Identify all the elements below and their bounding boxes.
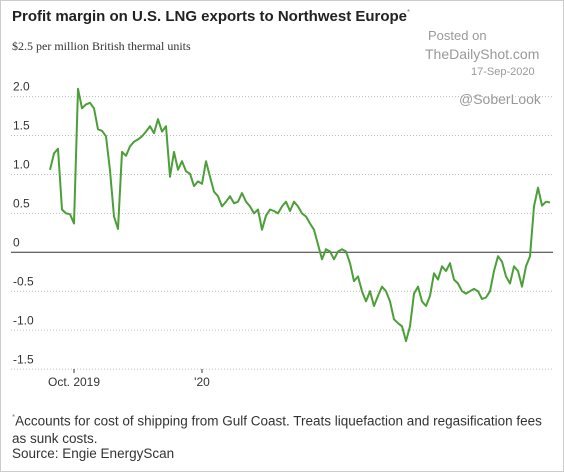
footnote: Accounts for cost of shipping from Gulf …	[12, 413, 542, 446]
footnote-marker: *	[12, 413, 16, 422]
watermark: @SoberLook	[459, 91, 541, 107]
watermark: TheDailyShot.com	[425, 46, 540, 62]
chart-title: Profit margin on U.S. LNG exports to Nor…	[12, 8, 408, 25]
subtitle: $2.5 per million British thermal units	[12, 39, 191, 53]
y-tick-label: 2.0	[13, 80, 30, 94]
source: Source: Engie EnergyScan	[12, 446, 175, 461]
y-tick-label: 0.5	[13, 197, 30, 211]
title-block: Profit margin on U.S. LNG exports to Nor…	[12, 8, 410, 25]
y-tick-label: -1.5	[13, 352, 34, 366]
footnote-block: *Accounts for cost of shipping from Gulf…	[12, 409, 552, 447]
y-tick-label: 1.0	[13, 158, 30, 172]
y-tick-label: 1.5	[13, 119, 30, 133]
watermark: Posted on	[428, 28, 487, 43]
watermark: 17-Sep-2020	[471, 66, 535, 78]
chart: 2.0 1.5 1.0 0.5 0 -0.5 -1.0 -1.5 Oct. 2019 '20	[11, 80, 553, 389]
y-tick-label: -0.5	[13, 274, 34, 288]
title-marker: *	[407, 8, 411, 17]
y-tick-label: -1.0	[13, 313, 34, 327]
x-tick-label: '20	[194, 375, 210, 389]
y-tick-label: 0	[13, 235, 20, 249]
data-line	[49, 87, 551, 343]
x-tick-label: Oct. 2019	[48, 375, 100, 389]
